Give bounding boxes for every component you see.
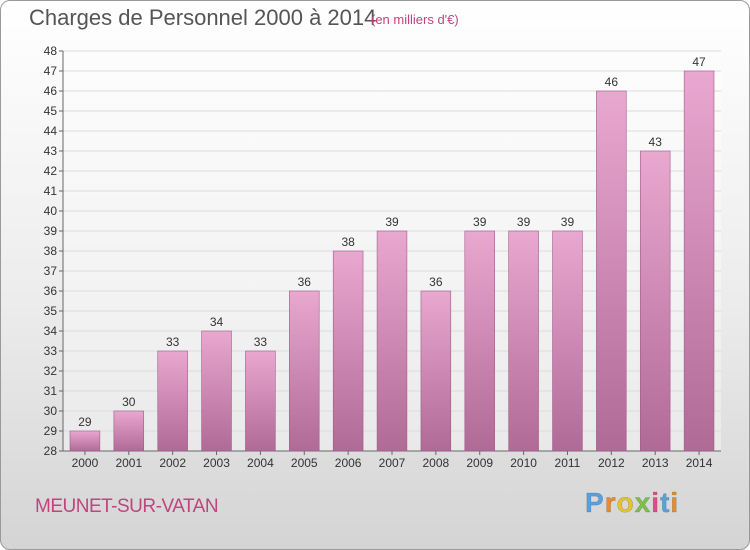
y-tick-label: 36 (44, 284, 58, 298)
bar (420, 290, 452, 452)
x-tick-label: 2003 (203, 456, 230, 470)
logo-letter: i (670, 487, 680, 519)
x-tick-label: 2010 (510, 456, 537, 470)
bar-value-label: 34 (210, 315, 224, 329)
y-tick-label: 34 (44, 324, 58, 338)
commune-name: MEUNET-SUR-VATAN (35, 496, 219, 517)
y-tick-label: 31 (44, 384, 58, 398)
x-tick-label: 2012 (598, 456, 625, 470)
bar-value-label: 36 (298, 275, 312, 289)
x-tick-label: 2001 (115, 456, 142, 470)
bar-value-label: 39 (385, 215, 399, 229)
bar (332, 250, 364, 452)
logo-letter: i (651, 487, 661, 519)
y-tick-label: 41 (44, 184, 58, 198)
x-tick-label: 2014 (686, 456, 713, 470)
y-tick-label: 35 (44, 304, 58, 318)
bar (289, 290, 320, 452)
x-tick-label: 2000 (72, 456, 99, 470)
bar-value-label: 33 (166, 335, 180, 349)
x-tick-label: 2007 (379, 456, 406, 470)
y-tick-label: 30 (44, 404, 58, 418)
bar (639, 150, 671, 452)
proxiti-logo: Proxiti (585, 487, 679, 519)
y-tick-label: 46 (44, 84, 58, 98)
bar (69, 430, 101, 452)
y-tick-label: 43 (44, 144, 58, 158)
chart-subtitle: (en milliers d'€) (371, 12, 459, 27)
bar (508, 230, 539, 452)
bar-value-label: 39 (473, 215, 487, 229)
bar-value-label: 39 (561, 215, 575, 229)
y-tick-label: 32 (44, 364, 58, 378)
bar-value-label: 38 (341, 235, 355, 249)
bar (464, 230, 495, 452)
y-tick-label: 45 (44, 104, 58, 118)
x-tick-label: 2009 (466, 456, 493, 470)
logo-letter: o (616, 487, 635, 519)
bar (596, 90, 627, 452)
bar (376, 230, 408, 452)
bar-value-label: 47 (692, 55, 706, 69)
y-tick-label: 28 (44, 444, 58, 458)
bar (552, 230, 583, 452)
bar-value-label: 30 (122, 395, 136, 409)
bar-value-label: 43 (649, 135, 663, 149)
x-tick-label: 2008 (423, 456, 450, 470)
bar (201, 330, 232, 452)
logo-letter: P (585, 487, 605, 519)
logo-letter: r (604, 487, 617, 519)
logo-letter: t (660, 487, 671, 519)
bar-value-label: 33 (254, 335, 268, 349)
bar-value-label: 36 (429, 275, 443, 289)
bar (683, 70, 715, 452)
y-tick-label: 29 (44, 424, 58, 438)
x-tick-label: 2002 (159, 456, 186, 470)
logo-letter: x (634, 487, 652, 519)
bar-value-label: 29 (78, 415, 92, 429)
x-tick-label: 2013 (642, 456, 669, 470)
y-tick-label: 37 (44, 264, 58, 278)
y-tick-label: 47 (44, 64, 58, 78)
y-tick-label: 33 (44, 344, 58, 358)
bar-value-label: 39 (517, 215, 531, 229)
bar-value-label: 46 (605, 75, 619, 89)
x-tick-label: 2006 (335, 456, 362, 470)
bar (245, 350, 276, 452)
x-tick-label: 2011 (555, 456, 581, 470)
y-tick-label: 48 (44, 44, 58, 58)
bar (157, 350, 188, 452)
bar (113, 410, 145, 452)
y-tick-label: 44 (44, 124, 58, 138)
x-tick-label: 2004 (247, 456, 274, 470)
x-tick-label: 2005 (291, 456, 318, 470)
chart-title: Charges de Personnel 2000 à 2014 (29, 5, 377, 30)
y-tick-label: 38 (44, 244, 58, 258)
y-tick-label: 39 (44, 224, 58, 238)
y-tick-label: 40 (44, 204, 58, 218)
y-tick-label: 42 (44, 164, 58, 178)
